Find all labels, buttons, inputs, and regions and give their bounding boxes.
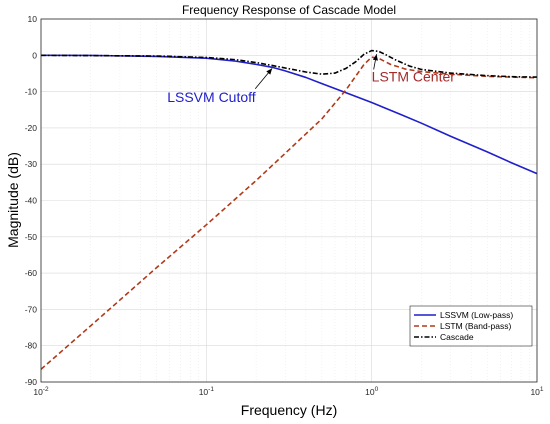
y-tick-label: 0 [32, 50, 37, 60]
legend: LSSVM (Low-pass)LSTM (Band-pass)Cascade [409, 305, 533, 347]
y-tick-label: -60 [25, 268, 38, 278]
annotation-label: LSSVM Cutoff [167, 89, 256, 105]
y-tick-label: -40 [25, 196, 38, 206]
x-tick-label: 101 [530, 386, 543, 397]
y-tick-label: -80 [25, 341, 38, 351]
y-tick-label: -50 [25, 232, 38, 242]
series-line-1 [41, 54, 537, 175]
x-tick-labels: 10-2 10-1 100 101 [33, 386, 544, 397]
series-line-3 [41, 49, 537, 78]
y-tick-label: -30 [25, 159, 38, 169]
y-tick-label: 10 [28, 14, 38, 24]
series-line-2 [41, 56, 537, 370]
annotations: LSSVM Cutoff LSTM Center [167, 54, 455, 105]
x-tick-label: 10-1 [199, 386, 215, 397]
annotation-arrowhead [266, 68, 273, 75]
legend-label: LSSVM (Low-pass) [440, 310, 513, 320]
plot-frame [40, 18, 538, 383]
y-tick-labels: 10 0 -10 -20 -30 -40 -50 -60 -70 -80 -90 [25, 14, 38, 387]
y-tick-label: -20 [25, 123, 38, 133]
legend-label: Cascade [440, 332, 474, 342]
y-tick-label: -10 [25, 87, 38, 97]
annotation-arrowhead [372, 54, 378, 61]
legend-label: LSTM (Band-pass) [440, 321, 511, 331]
series-lines [41, 49, 537, 370]
x-axis-title: Frequency (Hz) [241, 402, 337, 418]
y-tick-label: -70 [25, 304, 38, 314]
annotation-label: LSTM Center [372, 68, 456, 84]
x-tick-label: 10-2 [33, 386, 49, 397]
chart-title: Frequency Response of Cascade Model [182, 3, 396, 17]
y-tick-label: -90 [25, 377, 38, 387]
x-tick-label: 100 [365, 386, 378, 397]
y-axis-title: Magnitude (dB) [5, 152, 21, 248]
